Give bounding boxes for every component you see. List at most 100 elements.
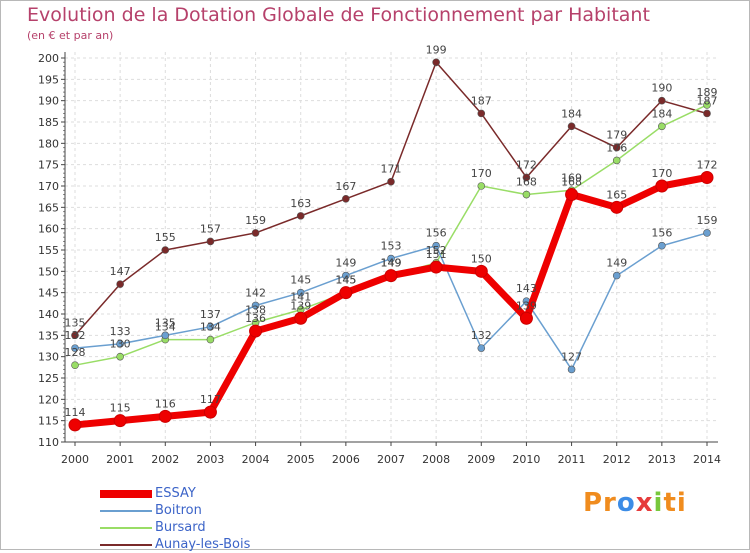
legend-label: Aunay-les-Bois bbox=[155, 537, 251, 552]
y-tick-label: 170 bbox=[38, 180, 59, 193]
data-label-essay: 114 bbox=[65, 406, 86, 419]
data-label-essay: 116 bbox=[155, 397, 176, 410]
x-tick-label: 2007 bbox=[377, 453, 405, 466]
data-point-essay bbox=[294, 311, 308, 325]
x-tick-label: 2010 bbox=[512, 453, 540, 466]
data-point-bursard bbox=[703, 101, 711, 109]
data-label-aunay-les-bois: 187 bbox=[471, 94, 492, 107]
data-label-bursard: 134 bbox=[200, 321, 221, 334]
data-point-essay bbox=[339, 286, 353, 300]
data-point-essay bbox=[158, 409, 172, 423]
data-label-bursard: 168 bbox=[516, 176, 537, 189]
x-tick-label: 2000 bbox=[61, 453, 89, 466]
data-label-boitron: 143 bbox=[516, 282, 537, 295]
data-label-aunay-les-bois: 172 bbox=[516, 158, 537, 171]
data-label-aunay-les-bois: 163 bbox=[290, 197, 311, 210]
data-label-essay: 145 bbox=[335, 274, 356, 287]
data-label-aunay-les-bois: 190 bbox=[651, 82, 672, 95]
data-point-boitron bbox=[477, 344, 486, 352]
y-tick-label: 120 bbox=[38, 393, 59, 406]
data-point-boitron bbox=[251, 301, 260, 310]
chart-legend: ESSAY Boitron Bursard Aunay-les-Bois bbox=[100, 485, 250, 553]
legend-swatch bbox=[100, 509, 152, 512]
data-label-aunay-les-bois: 199 bbox=[426, 43, 447, 56]
data-label-essay: 165 bbox=[606, 188, 627, 201]
data-point-boitron bbox=[116, 340, 124, 348]
data-label-bursard: 170 bbox=[471, 167, 492, 180]
data-point-bursard bbox=[658, 122, 666, 131]
data-label-aunay-les-bois: 135 bbox=[65, 316, 86, 329]
x-tick-label: 2012 bbox=[603, 453, 631, 466]
data-point-boitron bbox=[658, 241, 666, 250]
data-point-essay bbox=[384, 269, 398, 283]
data-label-essay: 139 bbox=[290, 299, 311, 312]
data-label-boitron: 137 bbox=[200, 308, 221, 321]
data-label-boitron: 156 bbox=[426, 227, 447, 240]
data-point-essay bbox=[565, 188, 579, 202]
data-label-boitron: 127 bbox=[561, 350, 582, 363]
data-label-aunay-les-bois: 187 bbox=[697, 94, 718, 107]
data-point-aunay-les-bois bbox=[116, 280, 124, 288]
y-tick-label: 190 bbox=[38, 95, 59, 108]
y-tick-label: 130 bbox=[38, 351, 59, 364]
data-point-bursard bbox=[71, 361, 79, 370]
legend-item-bursard: Bursard bbox=[100, 519, 250, 536]
legend-swatch bbox=[100, 489, 152, 498]
data-label-essay: 151 bbox=[426, 248, 447, 261]
data-label-bursard: 130 bbox=[110, 338, 131, 351]
data-label-aunay-les-bois: 155 bbox=[155, 231, 176, 244]
data-label-bursard: 184 bbox=[651, 107, 672, 120]
data-point-aunay-les-bois bbox=[342, 195, 350, 203]
data-label-boitron: 135 bbox=[155, 316, 176, 329]
data-label-boitron: 132 bbox=[65, 329, 86, 342]
data-label-aunay-les-bois: 157 bbox=[200, 222, 221, 235]
data-point-aunay-les-bois bbox=[71, 331, 79, 340]
x-tick-label: 2006 bbox=[332, 453, 360, 466]
data-label-aunay-les-bois: 159 bbox=[245, 214, 266, 227]
x-tick-label: 2009 bbox=[467, 453, 495, 466]
data-label-bursard: 134 bbox=[155, 321, 176, 334]
legend-item-aunay-les-bois: Aunay-les-Bois bbox=[100, 536, 250, 553]
data-point-aunay-les-bois bbox=[477, 109, 486, 118]
data-label-essay: 115 bbox=[110, 402, 131, 415]
data-label-bursard: 169 bbox=[561, 171, 582, 184]
x-tick-label: 2013 bbox=[648, 453, 676, 466]
data-label-aunay-les-bois: 179 bbox=[606, 129, 627, 142]
data-label-boitron: 132 bbox=[471, 329, 492, 342]
x-tick-label: 2002 bbox=[151, 453, 179, 466]
data-label-essay: 139 bbox=[516, 299, 537, 312]
data-point-essay bbox=[249, 324, 263, 338]
data-label-boitron: 145 bbox=[290, 274, 311, 287]
proxiti-logo: Proxiti bbox=[583, 488, 687, 518]
x-tick-label: 2008 bbox=[422, 453, 450, 466]
data-point-aunay-les-bois bbox=[161, 246, 170, 254]
data-point-essay bbox=[203, 405, 217, 419]
chart-title: Evolution de la Dotation Globale de Fonc… bbox=[27, 4, 650, 26]
data-point-essay bbox=[113, 414, 127, 428]
data-point-bursard bbox=[206, 335, 215, 344]
y-tick-label: 135 bbox=[38, 329, 59, 342]
legend-label: Boitron bbox=[155, 503, 202, 518]
data-label-aunay-les-bois: 147 bbox=[110, 265, 131, 278]
y-tick-label: 145 bbox=[38, 287, 59, 300]
data-point-essay bbox=[474, 264, 488, 278]
data-point-essay bbox=[68, 418, 82, 432]
x-tick-label: 2003 bbox=[196, 453, 224, 466]
y-tick-label: 125 bbox=[38, 372, 59, 385]
y-tick-label: 160 bbox=[38, 223, 59, 236]
data-label-boitron: 133 bbox=[110, 325, 131, 338]
data-label-essay: 136 bbox=[245, 312, 266, 325]
x-tick-label: 2011 bbox=[558, 453, 586, 466]
data-point-boitron bbox=[387, 254, 395, 263]
y-tick-label: 195 bbox=[38, 73, 59, 86]
x-tick-label: 2014 bbox=[693, 453, 721, 466]
data-point-boitron bbox=[342, 271, 350, 280]
data-point-aunay-les-bois bbox=[703, 109, 711, 118]
data-point-boitron bbox=[71, 344, 79, 352]
y-tick-label: 180 bbox=[38, 137, 59, 150]
legend-item-boitron: Boitron bbox=[100, 502, 250, 519]
data-point-aunay-les-bois bbox=[432, 58, 440, 67]
y-tick-label: 165 bbox=[38, 201, 59, 214]
data-point-boitron bbox=[703, 229, 711, 237]
legend-item-essay: ESSAY bbox=[100, 485, 250, 502]
